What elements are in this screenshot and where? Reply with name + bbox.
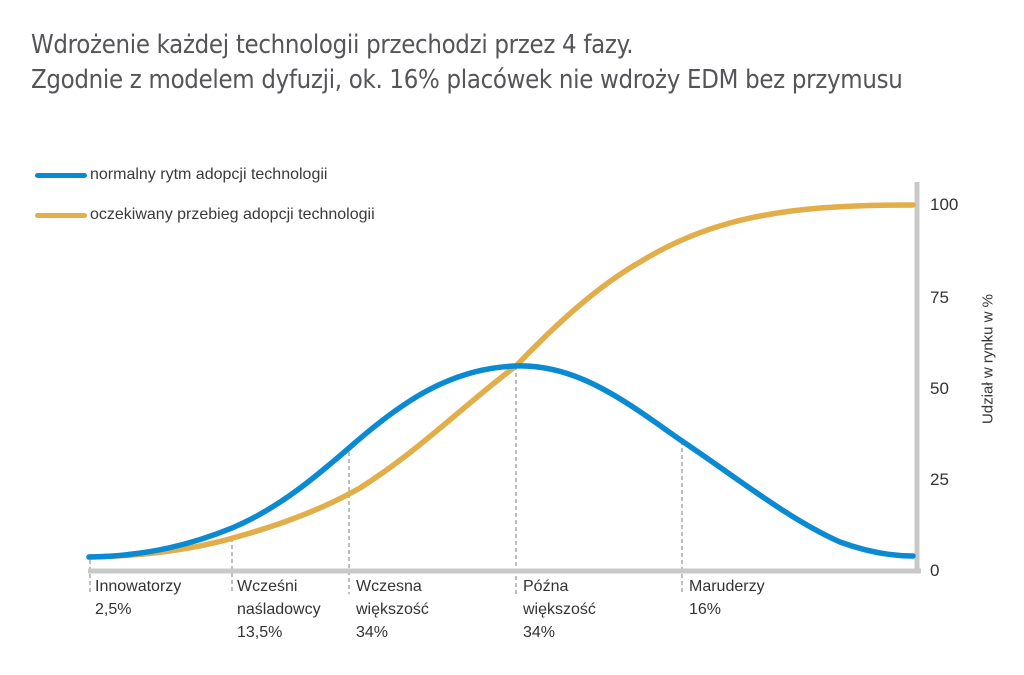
phase-laggards: Maruderzy 16% (689, 575, 765, 621)
phase-innovators: Innowatorzy 2,5% (95, 575, 181, 621)
phase-share: 34% (356, 624, 389, 641)
phase-share: 2,5% (95, 601, 132, 618)
y-axis-label: Udział w rynku w % (979, 293, 997, 425)
phase-name: Wczesna (356, 578, 422, 595)
y-tick-75: 75 (930, 288, 949, 307)
chart-title-line1: Wdrożenie każdej technologii przechodzi … (31, 30, 634, 60)
phase-name: Wcześni (237, 578, 298, 595)
chart-title: Wdrożenie każdej technologii przechodzi … (31, 28, 903, 98)
phase-early-adopters: Wcześni naśladowcy 13,5% (237, 575, 321, 644)
phase-name: Innowatorzy (95, 578, 182, 595)
phase-share: 34% (523, 624, 556, 641)
expected-adoption-curve (86, 202, 916, 560)
y-tick-50: 50 (930, 379, 949, 398)
legend-label: oczekiwany przebieg adopcji technologii (90, 206, 375, 223)
chart-title-line2: Zgodnie z modelem dyfuzji, ok. 16% placó… (31, 65, 903, 95)
y-tick-0: 0 (930, 561, 940, 580)
legend-swatch-gold-icon (35, 212, 87, 218)
y-tick-100: 100 (930, 195, 959, 214)
phase-dividers (89, 366, 683, 594)
phase-name-line2: większość (356, 601, 429, 618)
phase-late-majority: Późna większość 34% (523, 575, 596, 644)
phase-name: Maruderzy (689, 578, 765, 595)
phase-name-line2: naśladowcy (237, 601, 321, 618)
legend-label: normalny rytm adopcji technologii (90, 166, 328, 183)
phase-early-majority: Wczesna większość 34% (356, 575, 429, 644)
normal-adoption-curve (86, 363, 916, 560)
legend-swatch-blue-icon (35, 172, 87, 178)
phase-share: 16% (689, 601, 722, 618)
phase-name: Późna (523, 578, 569, 595)
legend-item-expected: oczekiwany przebieg adopcji technologii (35, 206, 375, 224)
y-tick-25: 25 (930, 470, 949, 489)
legend-item-normal: normalny rytm adopcji technologii (35, 166, 327, 184)
phase-share: 13,5% (237, 624, 283, 641)
phase-name-line2: większość (523, 601, 596, 618)
